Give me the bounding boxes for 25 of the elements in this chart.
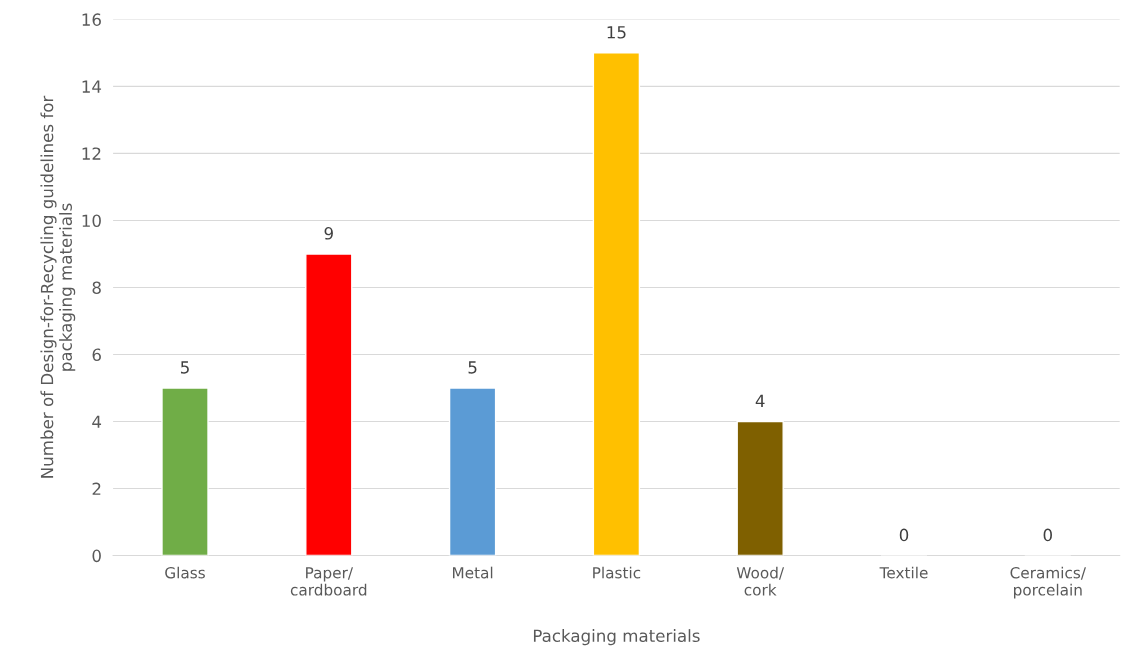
y-tick-label: 14	[82, 80, 102, 93]
data-label: 5	[180, 361, 189, 374]
y-tick-label: 12	[82, 147, 101, 160]
y-tick-label: 6	[92, 348, 101, 362]
x-tick-label: Plastic	[593, 566, 641, 579]
y-tick-label: 2	[92, 482, 101, 495]
x-axis-title: Packaging materials	[533, 629, 700, 646]
data-label: 15	[607, 26, 626, 39]
data-label: 0	[1043, 528, 1052, 542]
data-label: 9	[324, 227, 333, 240]
x-tick-label: Glass	[165, 566, 205, 579]
y-tick-label: 16	[82, 13, 101, 26]
x-tick-label: Paper/ cardboard	[290, 567, 367, 596]
data-label: 4	[755, 394, 765, 407]
y-axis-title: Number of Design-for-Recycling guidelines for packaging materials	[40, 95, 76, 478]
data-label: 0	[899, 528, 909, 542]
y-tick-label: 8	[92, 281, 101, 295]
x-tick-label: Ceramics/ porcelain	[1010, 566, 1086, 599]
y-tick-label: 0	[92, 549, 101, 563]
x-tick-label: Metal	[453, 566, 493, 579]
y-tick-label: 4	[92, 415, 102, 428]
data-label: 5	[468, 361, 477, 374]
y-tick-label: 10	[82, 214, 101, 228]
x-tick-label: Wood/ cork	[736, 566, 785, 596]
x-tick-label: Textile	[879, 566, 928, 579]
